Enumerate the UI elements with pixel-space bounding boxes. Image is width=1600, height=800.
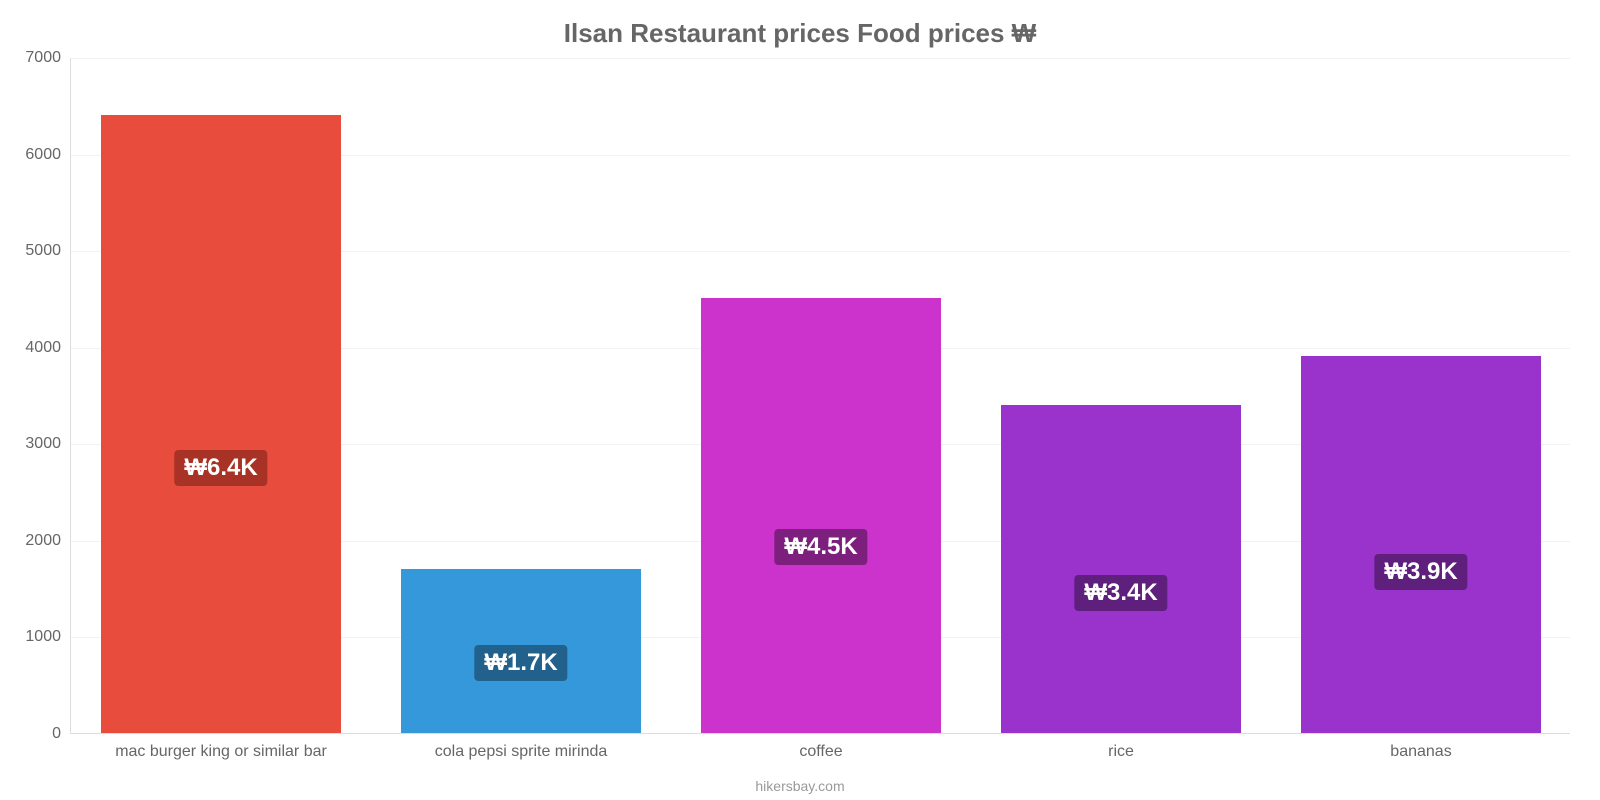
y-tick-label: 6000 [25,146,71,164]
chart-container: Ilsan Restaurant prices Food prices ₩ 01… [0,0,1600,800]
bar [1301,356,1541,733]
y-tick-label: 0 [52,725,71,743]
bar-value-label: ₩3.4K [1074,575,1167,611]
x-tick-label: bananas [1390,733,1451,761]
x-tick-label: rice [1108,733,1134,761]
y-tick-label: 7000 [25,49,71,67]
bar [1001,405,1241,733]
y-tick-label: 2000 [25,532,71,550]
attribution: hikersbay.com [0,778,1600,794]
x-tick-label: cola pepsi sprite mirinda [435,733,608,761]
bar-value-label: ₩1.7K [474,645,567,681]
bar [101,115,341,733]
x-tick-label: coffee [799,733,842,761]
plot-area: 01000200030004000500060007000₩6.4Kmac bu… [70,58,1570,734]
bar-value-label: ₩6.4K [174,450,267,486]
x-tick-label: mac burger king or similar bar [115,733,327,761]
chart-title: Ilsan Restaurant prices Food prices ₩ [0,18,1600,49]
y-tick-label: 5000 [25,242,71,260]
y-tick-label: 1000 [25,628,71,646]
bar [701,298,941,733]
bar-value-label: ₩4.5K [774,529,867,565]
y-tick-label: 3000 [25,435,71,453]
y-tick-label: 4000 [25,339,71,357]
gridline [71,58,1570,59]
bar-value-label: ₩3.9K [1374,554,1467,590]
